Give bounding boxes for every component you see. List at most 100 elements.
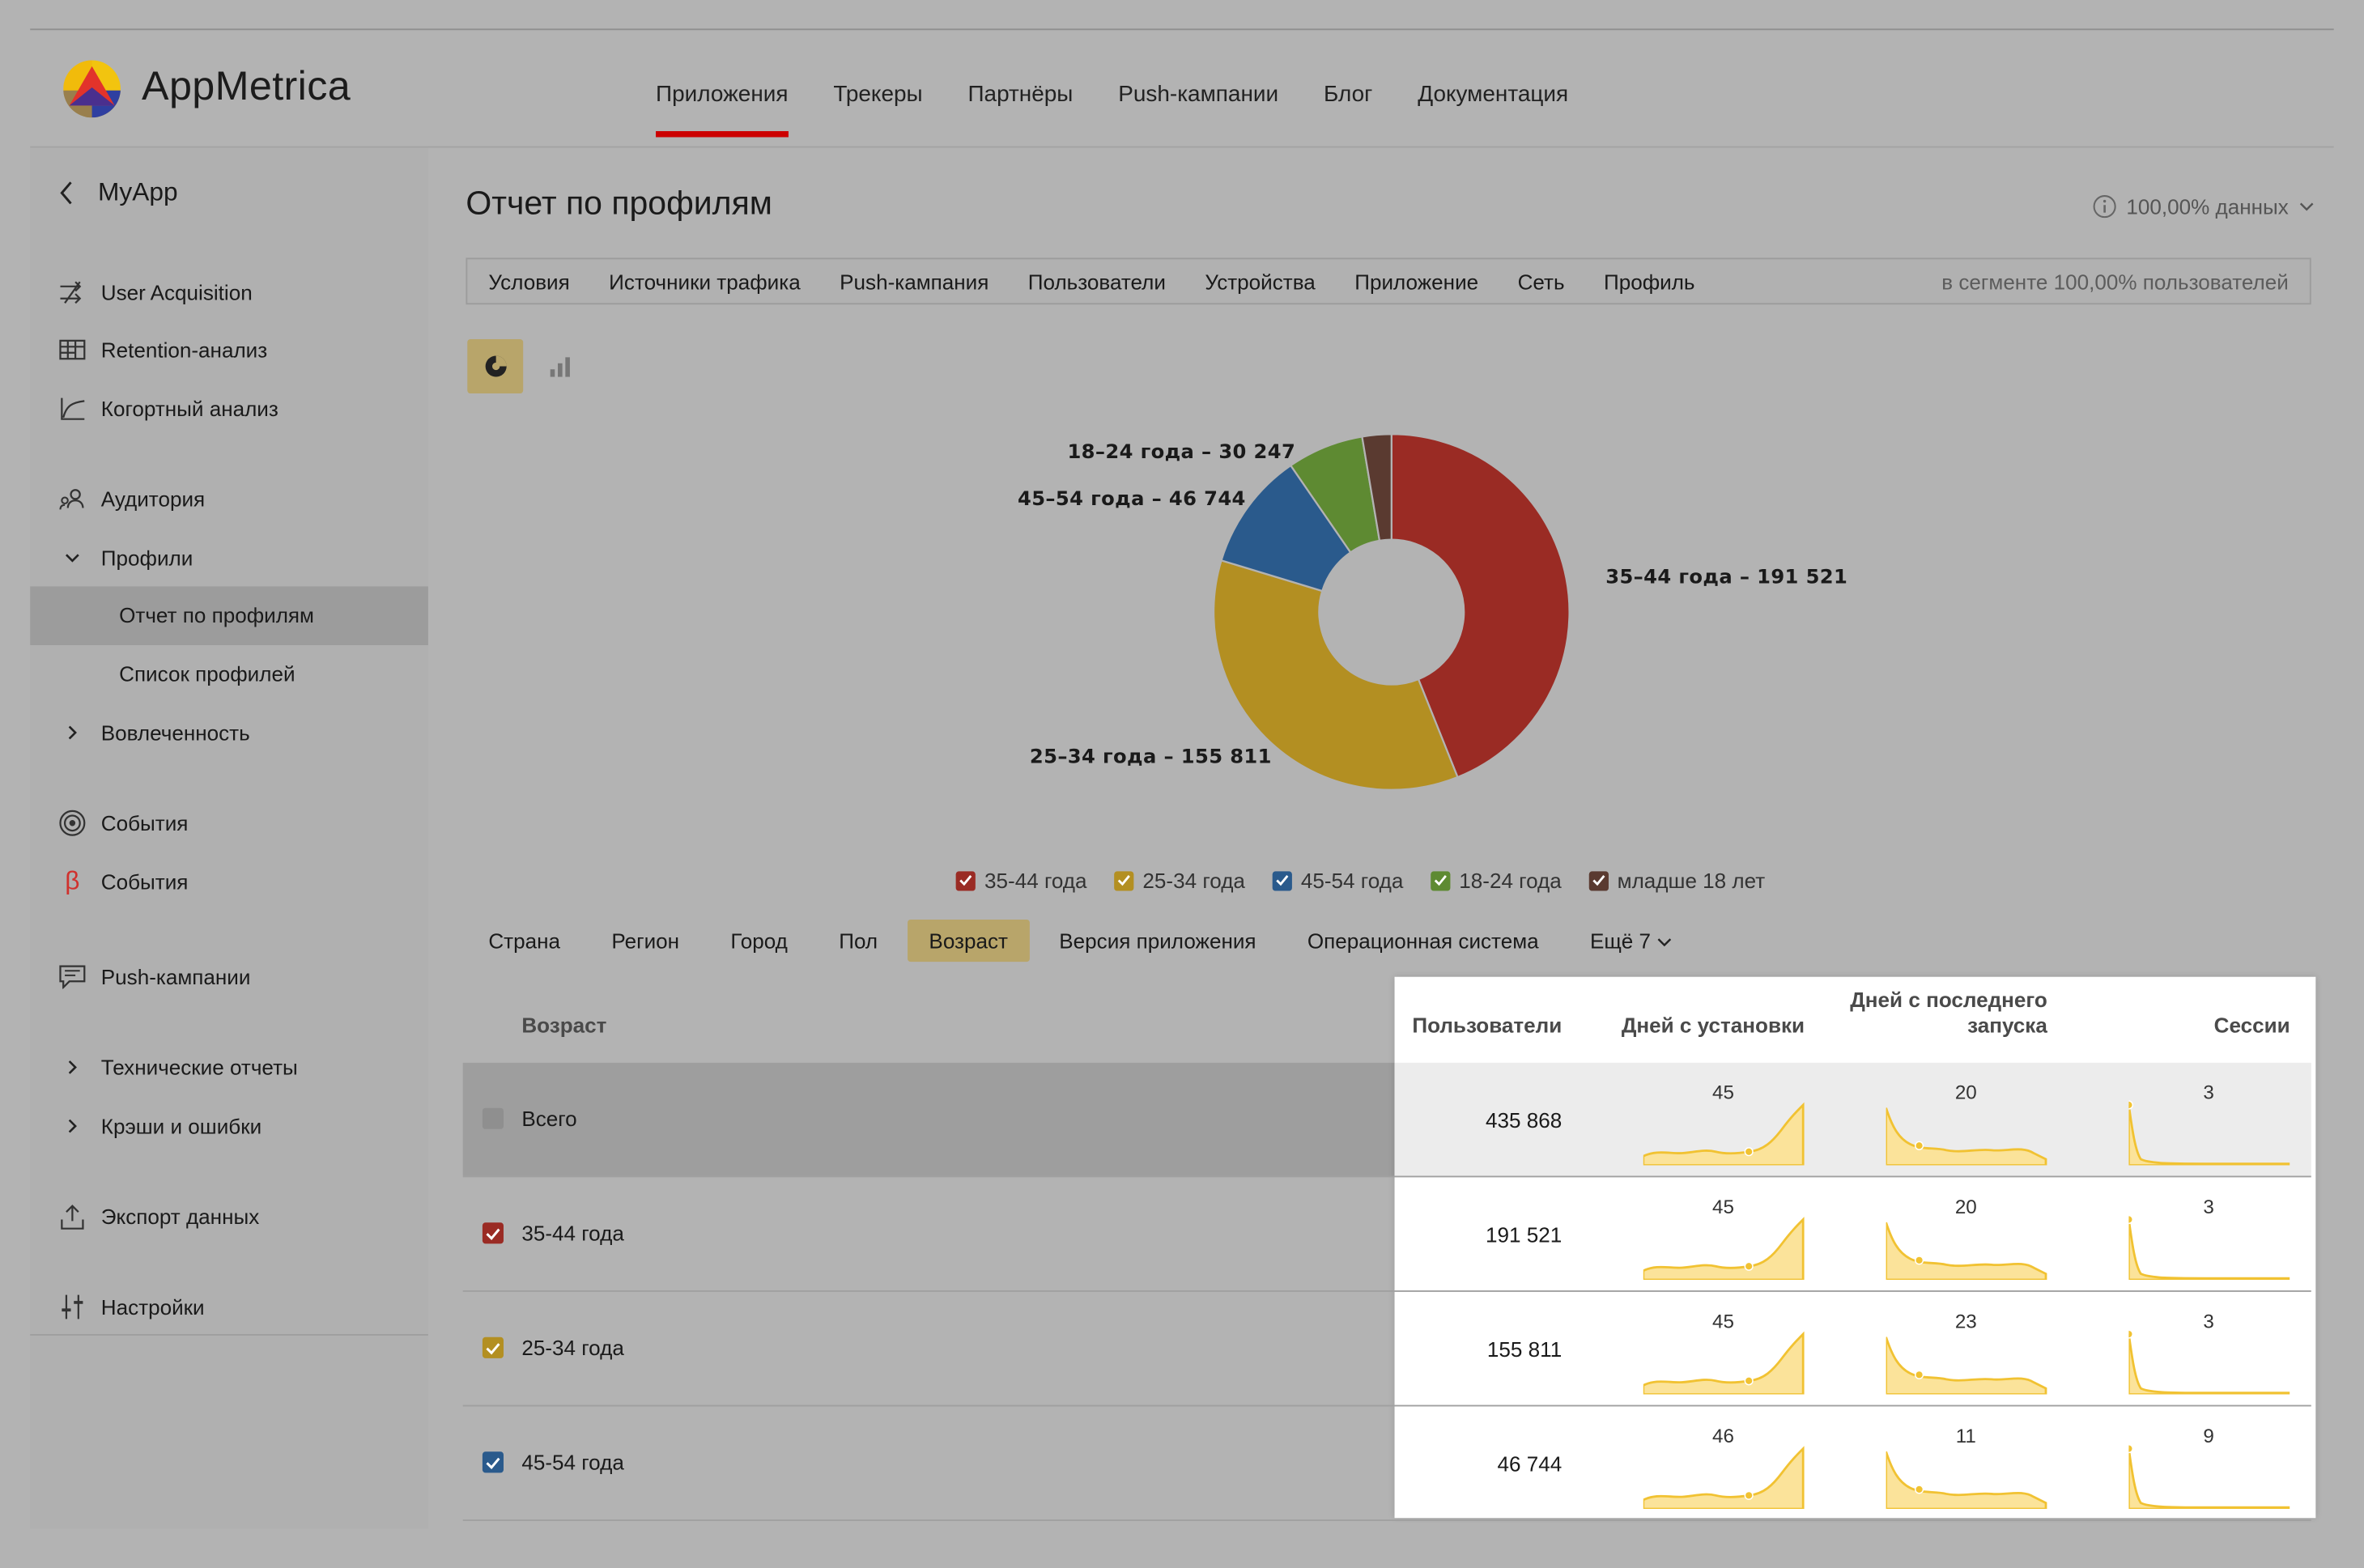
column-header-days-install[interactable]: Дней с установки bbox=[1621, 1013, 1805, 1038]
sparkline-area bbox=[1643, 1446, 1805, 1510]
column-header-users[interactable]: Пользователи bbox=[1412, 1013, 1563, 1038]
filter-network[interactable]: Сеть bbox=[1517, 269, 1565, 294]
checkbox-checked-icon[interactable] bbox=[482, 1451, 504, 1473]
legend-item-18-24[interactable]: 18-24 года bbox=[1430, 869, 1562, 892]
sidebar-item-events[interactable]: События bbox=[57, 805, 189, 841]
sidebar-item-cohort[interactable]: Когортный анализ bbox=[57, 390, 278, 427]
sparkline-area bbox=[1643, 1217, 1805, 1281]
checkbox-checked-icon[interactable] bbox=[482, 1222, 504, 1244]
tab-os[interactable]: Операционная система bbox=[1307, 928, 1539, 953]
chevron-right-icon bbox=[57, 1111, 87, 1141]
legend-item-under-18[interactable]: младше 18 лет bbox=[1588, 869, 1765, 892]
filter-traffic-sources[interactable]: Источники трафика bbox=[609, 269, 801, 294]
sidebar-item-tech-reports[interactable]: Технические отчеты bbox=[57, 1049, 298, 1086]
data-pct-label: 100,00% данных bbox=[2126, 194, 2289, 219]
pie-view-button[interactable] bbox=[467, 338, 524, 394]
legend-item-45-54[interactable]: 45-54 года bbox=[1272, 869, 1403, 892]
nav-item-trackers[interactable]: Трекеры bbox=[833, 81, 923, 108]
sparkline-area bbox=[1886, 1222, 2047, 1281]
message-icon bbox=[57, 962, 87, 992]
sidebar-item-events-beta[interactable]: β События bbox=[57, 864, 189, 900]
column-header-age[interactable]: Возраст bbox=[521, 1013, 607, 1038]
top-divider bbox=[30, 28, 2334, 31]
tab-more[interactable]: Ещё 7 bbox=[1569, 920, 1693, 962]
sidebar-item-retention[interactable]: Retention-анализ bbox=[57, 332, 267, 368]
sparkline-area bbox=[2128, 1104, 2290, 1166]
sidebar-app-name: MyApp bbox=[98, 177, 178, 207]
sidebar-item-label: Технические отчеты bbox=[100, 1055, 298, 1080]
pie-label-25-34: 25–34 года – 155 811 bbox=[1029, 746, 1272, 769]
sidebar-item-settings[interactable]: Настройки bbox=[57, 1289, 205, 1325]
upload-icon bbox=[57, 1201, 87, 1231]
total-row-bg bbox=[462, 1062, 1395, 1176]
pie-slice-0[interactable] bbox=[1390, 433, 1571, 779]
pie-label-45-54: 45–54 года – 46 744 bbox=[1017, 488, 1246, 512]
row-dimension-value: 35-44 года bbox=[521, 1221, 624, 1246]
sidebar-item-crashes[interactable]: Крэши и ошибки bbox=[57, 1108, 261, 1145]
tab-region[interactable]: Регион bbox=[611, 928, 680, 953]
filter-devices[interactable]: Устройства bbox=[1205, 269, 1316, 294]
table-row-label[interactable]: 35-44 года bbox=[482, 1221, 624, 1246]
filter-push-campaign[interactable]: Push-кампания bbox=[840, 269, 989, 294]
filter-users[interactable]: Пользователи bbox=[1027, 269, 1166, 294]
appmetrica-logo-icon[interactable] bbox=[63, 60, 121, 118]
row-divider bbox=[462, 1175, 2311, 1178]
nav-item-docs[interactable]: Документация bbox=[1418, 81, 1569, 108]
brand-name[interactable]: AppMetrica bbox=[142, 63, 351, 109]
checkbox-unchecked-icon[interactable] bbox=[482, 1107, 504, 1129]
column-header-sessions[interactable]: Сессии bbox=[2213, 1013, 2290, 1038]
sidebar-item-engagement[interactable]: Вовлеченность bbox=[57, 715, 250, 751]
nav-item-push[interactable]: Push-кампании bbox=[1118, 81, 1279, 108]
table-row-label[interactable]: 45-54 года bbox=[482, 1450, 624, 1475]
row-sessions-sparkline bbox=[2128, 1100, 2290, 1166]
sidebar-item-label: События bbox=[100, 810, 189, 835]
header-divider bbox=[30, 146, 2334, 148]
legend-item-35-44[interactable]: 35-44 года bbox=[955, 869, 1087, 892]
sidebar-item-user-acquisition[interactable]: User Acquisition bbox=[57, 274, 253, 311]
data-sampling-selector[interactable]: 100,00% данных bbox=[2093, 194, 2315, 219]
row-dimension-value: 45-54 года bbox=[521, 1450, 624, 1475]
tab-age[interactable]: Возраст bbox=[908, 919, 1030, 962]
tab-country[interactable]: Страна bbox=[488, 928, 561, 953]
sidebar-back-button[interactable]: MyApp bbox=[57, 178, 178, 208]
nav-item-blog[interactable]: Блог bbox=[1323, 81, 1373, 108]
sidebar-item-push[interactable]: Push-кампании bbox=[57, 958, 250, 995]
sidebar-item-audience[interactable]: Аудитория bbox=[57, 481, 205, 517]
row-days-install-value: 46 bbox=[1712, 1424, 1734, 1447]
sparkline-marker bbox=[1914, 1256, 1924, 1265]
row-sessions-sparkline bbox=[2128, 1214, 2290, 1281]
tab-app-version[interactable]: Версия приложения bbox=[1059, 928, 1256, 953]
filter-profile[interactable]: Профиль bbox=[1603, 269, 1695, 294]
table-row-label[interactable]: 25-34 года bbox=[482, 1335, 624, 1360]
people-icon bbox=[57, 484, 87, 514]
pie-slice-4[interactable] bbox=[1361, 433, 1392, 542]
sidebar-item-profiles[interactable]: Профили bbox=[57, 540, 193, 576]
bar-chart-icon bbox=[549, 357, 569, 377]
filter-app[interactable]: Приложение bbox=[1354, 269, 1479, 294]
sparkline-area bbox=[2128, 1333, 2290, 1395]
row-dimension-value: 25-34 года bbox=[521, 1335, 624, 1360]
sidebar-item-profile-list[interactable]: Список профилей bbox=[119, 661, 296, 686]
target-icon bbox=[57, 808, 87, 838]
table-row-label[interactable]: Всего bbox=[482, 1107, 577, 1131]
legend-item-25-34[interactable]: 25-34 года bbox=[1114, 869, 1245, 892]
sparkline-marker bbox=[2128, 1100, 2134, 1110]
row-users-value: 46 744 bbox=[1497, 1451, 1563, 1477]
sparkline-marker bbox=[1914, 1485, 1924, 1494]
pie-slice-1[interactable] bbox=[1212, 559, 1459, 791]
sidebar-item-profile-report[interactable]: Отчет по профилям bbox=[119, 602, 314, 627]
nav-item-partners[interactable]: Партнёры bbox=[967, 81, 1074, 108]
tab-city[interactable]: Город bbox=[730, 928, 788, 953]
sparkline-marker bbox=[1744, 1376, 1754, 1386]
tab-gender[interactable]: Пол bbox=[839, 928, 878, 953]
nav-item-apps[interactable]: Приложения bbox=[633, 72, 810, 138]
sidebar-item-label: События bbox=[100, 869, 189, 894]
row-sessions: 3 bbox=[2128, 1075, 2291, 1166]
checkbox-checked-icon[interactable] bbox=[482, 1336, 504, 1358]
filter-conditions[interactable]: Условия bbox=[488, 269, 570, 294]
age-donut-chart: 35–44 года – 191 521 25–34 года – 155 81… bbox=[965, 407, 1930, 814]
column-header-days-last[interactable]: Дней с последнего запуска bbox=[1824, 988, 2047, 1039]
sparkline-marker bbox=[2128, 1443, 2134, 1454]
bar-view-button[interactable] bbox=[530, 339, 586, 393]
sidebar-item-export[interactable]: Экспорт данных bbox=[57, 1198, 259, 1234]
